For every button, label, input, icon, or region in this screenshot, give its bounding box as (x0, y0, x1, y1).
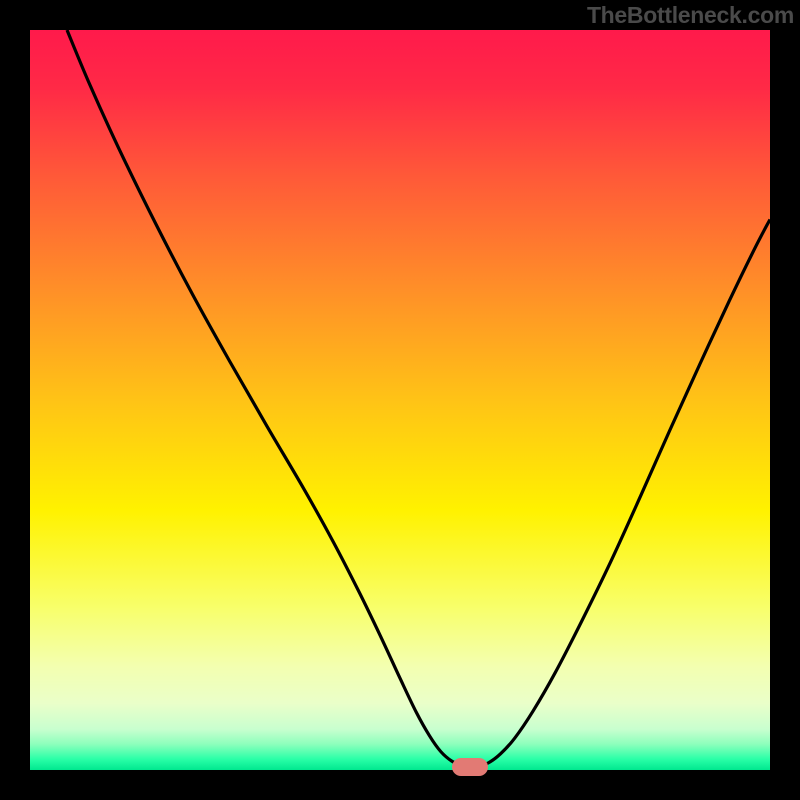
plot-frame (30, 30, 770, 770)
bottleneck-curve (30, 30, 770, 770)
attribution-label: TheBottleneck.com (587, 2, 794, 29)
curve-path (67, 30, 770, 767)
optimal-marker (452, 758, 488, 776)
chart-container: TheBottleneck.com (0, 0, 800, 800)
plot-area (30, 30, 770, 770)
